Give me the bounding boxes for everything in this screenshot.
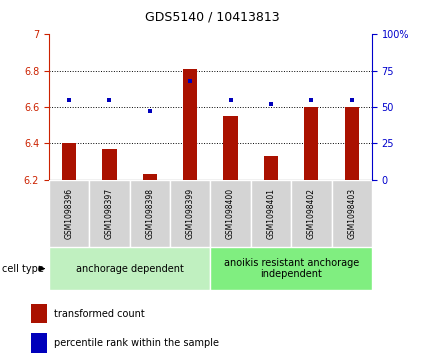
Bar (89, 180, 130, 247)
Bar (31, 333, 47, 353)
Point (267, 101, 274, 107)
Point (308, 97, 314, 103)
Text: anoikis resistant anchorage
independent: anoikis resistant anchorage independent (224, 258, 359, 280)
Text: GSM1098403: GSM1098403 (347, 188, 356, 239)
Text: GSM1098396: GSM1098396 (65, 188, 74, 239)
Bar (102, 149, 116, 180)
Text: GSM1098400: GSM1098400 (226, 188, 235, 239)
Bar (49, 247, 210, 290)
Text: anchorage dependent: anchorage dependent (76, 264, 184, 274)
Bar (130, 180, 170, 247)
Bar (332, 180, 372, 247)
Text: GSM1098401: GSM1098401 (266, 188, 275, 239)
Point (146, 109, 153, 114)
Bar (183, 69, 197, 180)
Bar (49, 180, 89, 247)
Bar (304, 107, 318, 180)
Text: GDS5140 / 10413813: GDS5140 / 10413813 (145, 11, 280, 24)
Text: percentile rank within the sample: percentile rank within the sample (54, 338, 219, 348)
Bar (62, 143, 76, 180)
Bar (170, 180, 210, 247)
Text: GSM1098402: GSM1098402 (307, 188, 316, 239)
Point (65, 97, 72, 103)
Bar (210, 247, 372, 290)
Bar (224, 116, 238, 180)
Text: GSM1098399: GSM1098399 (186, 188, 195, 239)
Text: cell type: cell type (2, 264, 44, 274)
Text: transformed count: transformed count (54, 309, 145, 319)
Point (348, 97, 355, 103)
Bar (31, 304, 47, 323)
Text: GSM1098397: GSM1098397 (105, 188, 114, 239)
Bar (345, 107, 359, 180)
Point (106, 97, 113, 103)
Point (187, 78, 193, 84)
Bar (143, 174, 157, 180)
Text: GSM1098398: GSM1098398 (145, 188, 154, 239)
Point (227, 97, 234, 103)
Bar (251, 180, 291, 247)
Bar (264, 156, 278, 180)
Bar (291, 180, 332, 247)
Bar (210, 180, 251, 247)
